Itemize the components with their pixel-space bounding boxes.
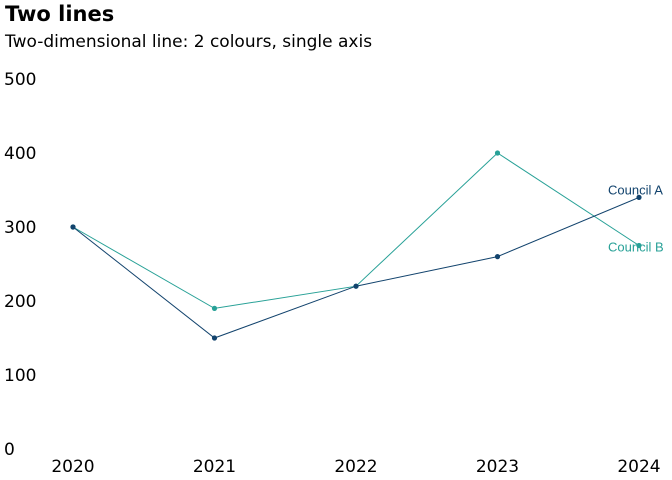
y-tick-label: 0	[4, 440, 15, 460]
chart-title: Two lines	[5, 2, 115, 26]
data-point	[70, 224, 76, 230]
x-tick-label: 2024	[617, 457, 660, 477]
x-tick-label: 2021	[193, 457, 236, 477]
y-tick-label: 200	[4, 292, 36, 312]
x-tick-label: 2020	[51, 457, 94, 477]
chart-subtitle: Two-dimensional line: 2 colours, single …	[5, 32, 373, 52]
y-tick-label: 100	[4, 366, 36, 386]
y-tick-label: 300	[4, 218, 36, 238]
x-tick-label: 2022	[334, 457, 377, 477]
series-labels: Council A Council B	[608, 182, 664, 254]
series-lines	[72, 152, 640, 339]
y-axis: 0 100 200 300 400 500	[4, 70, 36, 460]
x-axis: 2020 2021 2022 2023 2024	[51, 457, 660, 477]
series-label: Council A	[608, 182, 663, 197]
data-point	[353, 283, 359, 289]
y-tick-label: 500	[4, 70, 36, 90]
series-label: Council B	[608, 240, 664, 255]
series-points	[70, 150, 642, 341]
data-point	[494, 150, 501, 156]
data-point	[494, 254, 501, 260]
y-tick-label: 400	[4, 144, 36, 164]
data-point	[211, 335, 218, 341]
data-point	[636, 242, 642, 249]
series-line	[72, 196, 640, 339]
x-tick-label: 2023	[476, 457, 519, 477]
data-point	[636, 194, 642, 200]
data-point	[211, 305, 218, 311]
